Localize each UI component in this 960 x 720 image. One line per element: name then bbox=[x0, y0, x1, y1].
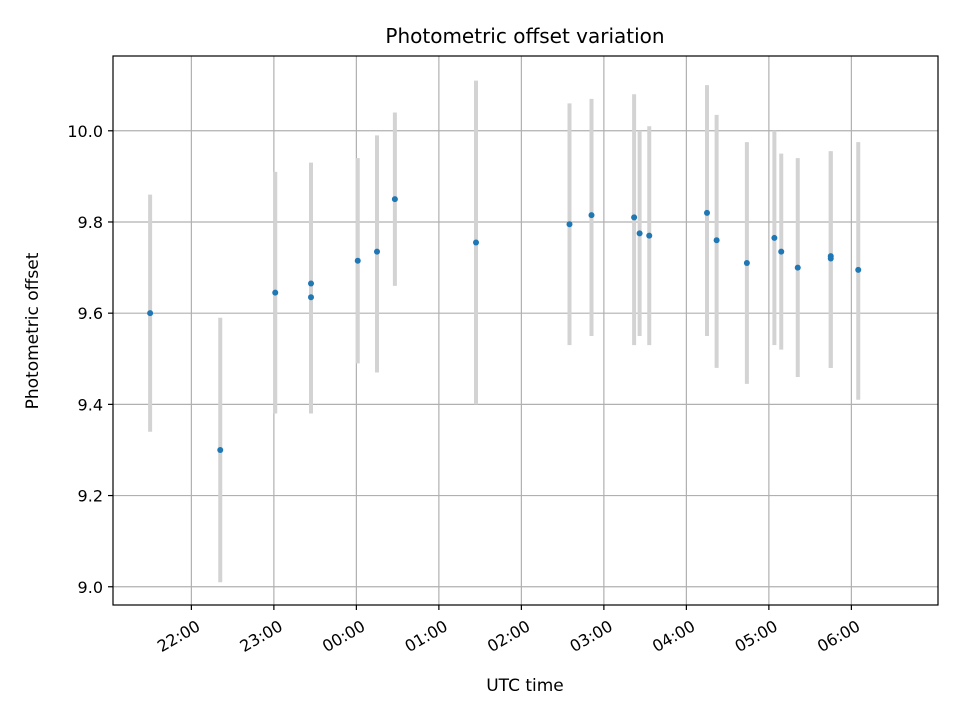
data-point bbox=[778, 248, 785, 255]
data-point bbox=[827, 255, 834, 262]
data-point bbox=[631, 214, 638, 221]
y-tick-label: 9.4 bbox=[78, 395, 103, 414]
data-point bbox=[391, 196, 398, 203]
y-tick-label: 9.2 bbox=[78, 487, 103, 506]
data-point bbox=[473, 239, 479, 246]
plot-frame bbox=[112, 55, 939, 606]
data-point bbox=[217, 446, 224, 453]
data-point bbox=[771, 234, 778, 241]
data-point bbox=[743, 260, 750, 267]
y-tick-label: 9.8 bbox=[78, 213, 103, 232]
chart-title: Photometric offset variation bbox=[385, 24, 664, 48]
data-point bbox=[308, 294, 314, 301]
y-tick-label: 9.6 bbox=[78, 304, 103, 323]
data-point bbox=[308, 280, 314, 287]
y-axis: 9.0 9.2 9.4 9.6 9.8 10.0 bbox=[67, 122, 113, 597]
y-tick-label: 9.0 bbox=[78, 578, 103, 597]
grid bbox=[113, 56, 938, 605]
y-tick-label: 10.0 bbox=[67, 122, 103, 141]
data-point bbox=[374, 248, 380, 255]
data-point bbox=[794, 264, 801, 271]
y-axis-label: Photometric offset bbox=[23, 252, 43, 409]
data-point bbox=[147, 310, 154, 317]
x-axis-label: UTC time bbox=[486, 676, 564, 696]
data-point bbox=[354, 257, 361, 264]
data-point bbox=[272, 289, 279, 296]
data-point bbox=[646, 232, 653, 239]
data-point bbox=[713, 237, 720, 244]
data-point bbox=[588, 212, 595, 219]
data-point bbox=[566, 221, 573, 228]
data-points bbox=[147, 196, 862, 453]
data-point bbox=[704, 209, 710, 216]
data-point bbox=[636, 230, 643, 237]
data-point bbox=[855, 266, 862, 273]
